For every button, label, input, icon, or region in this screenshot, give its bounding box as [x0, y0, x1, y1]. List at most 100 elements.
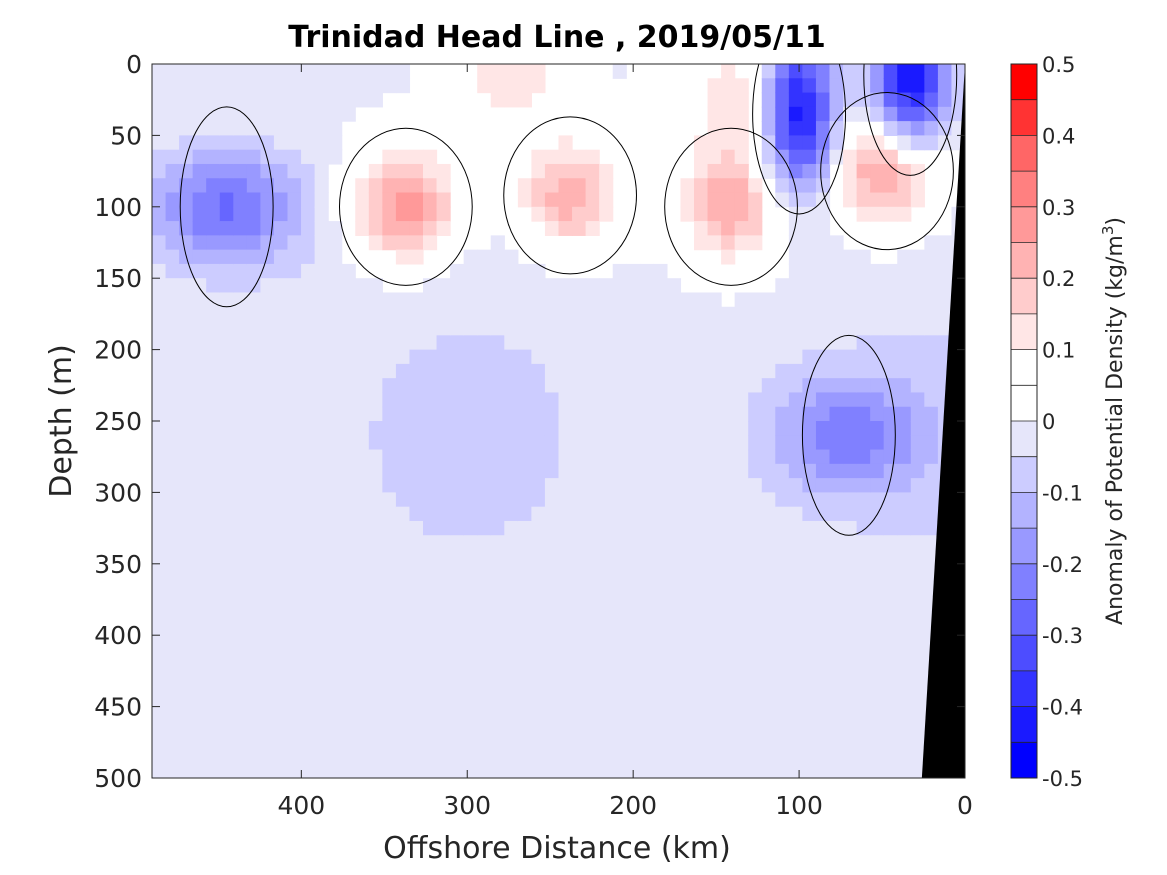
field-cell — [761, 706, 776, 722]
field-cell — [504, 520, 519, 536]
field-cell — [233, 535, 248, 551]
field-cell — [680, 735, 695, 751]
field-cell — [748, 549, 763, 565]
field-cell — [423, 306, 438, 322]
field-cell — [179, 549, 194, 565]
field-cell — [748, 349, 763, 365]
field-cell — [680, 435, 695, 451]
field-cell — [653, 421, 668, 436]
field-cell — [490, 235, 505, 251]
field-cell — [870, 278, 885, 294]
field-cell — [165, 435, 180, 451]
field-cell — [260, 520, 275, 536]
field-cell — [910, 763, 925, 778]
field-cell — [341, 106, 356, 122]
field-cell — [517, 535, 532, 551]
field-cell — [273, 749, 289, 765]
field-cell — [504, 392, 519, 408]
field-cell — [585, 335, 600, 351]
field-cell — [165, 720, 180, 736]
field-cell — [815, 692, 831, 708]
field-cell — [314, 149, 329, 165]
field-cell — [585, 606, 600, 622]
field-cell — [734, 706, 749, 722]
field-cell — [910, 678, 925, 693]
field-cell — [639, 520, 654, 536]
field-cell — [572, 692, 587, 708]
field-cell — [341, 563, 356, 579]
field-cell — [612, 563, 627, 579]
field-cell — [463, 592, 478, 608]
field-cell — [490, 706, 505, 722]
field-cell — [924, 406, 939, 422]
field-cell — [653, 349, 668, 365]
field-cell — [260, 592, 275, 608]
field-cell — [328, 292, 343, 308]
field-cell — [870, 406, 885, 422]
field-cell — [477, 549, 492, 565]
bathymetry-seafloor — [921, 64, 965, 778]
field-cell — [626, 492, 641, 508]
field-cell — [219, 406, 234, 422]
field-cell — [721, 349, 736, 365]
field-cell — [206, 206, 221, 222]
field-cell — [694, 235, 709, 251]
field-cell — [653, 749, 668, 765]
field-cell — [179, 706, 194, 722]
field-cell — [341, 463, 356, 479]
field-cell — [870, 735, 885, 751]
field-cell — [910, 392, 925, 408]
field-cell — [788, 506, 803, 522]
field-cell — [463, 578, 478, 593]
field-cell — [910, 278, 925, 294]
field-cell — [883, 178, 898, 194]
field-cell — [409, 321, 424, 336]
field-cell — [477, 78, 492, 94]
field-cell — [653, 592, 668, 608]
field-cell — [694, 192, 709, 208]
field-cell — [585, 549, 600, 565]
field-cell — [192, 706, 207, 722]
field-cell — [531, 78, 546, 94]
field-cell — [666, 378, 682, 394]
field-cell — [382, 192, 397, 208]
field-cell — [382, 349, 397, 365]
field-cell — [761, 692, 776, 708]
field-cell — [734, 235, 749, 251]
field-cell — [856, 392, 871, 408]
field-cell — [558, 278, 573, 294]
field-cell — [788, 520, 803, 536]
field-cell — [436, 463, 451, 479]
field-cell — [748, 720, 763, 736]
field-cell — [395, 735, 411, 751]
field-cell — [694, 149, 709, 165]
field-cell — [450, 349, 465, 365]
field-cell — [666, 306, 682, 322]
field-cell — [165, 520, 180, 536]
field-cell — [612, 506, 627, 522]
field-cell — [287, 278, 302, 294]
field-cell — [152, 306, 167, 322]
field-cell — [355, 592, 370, 608]
field-cell — [368, 392, 383, 408]
field-cell — [612, 735, 627, 751]
field-cell — [206, 192, 221, 208]
field-cell — [748, 606, 763, 622]
field-cell — [233, 221, 248, 236]
field-cell — [436, 335, 451, 351]
field-cell — [626, 392, 641, 408]
field-cell — [423, 492, 438, 508]
field-cell — [734, 735, 749, 751]
field-cell — [395, 192, 411, 208]
field-cell — [423, 149, 438, 165]
field-cell — [721, 178, 736, 194]
field-cell — [165, 763, 180, 778]
field-cell — [504, 578, 519, 593]
field-cell — [233, 678, 248, 693]
field-cell — [612, 749, 627, 765]
field-cell — [436, 692, 451, 708]
field-cell — [680, 592, 695, 608]
field-cell — [707, 578, 722, 593]
field-cell — [680, 392, 695, 408]
field-cell — [924, 435, 939, 451]
